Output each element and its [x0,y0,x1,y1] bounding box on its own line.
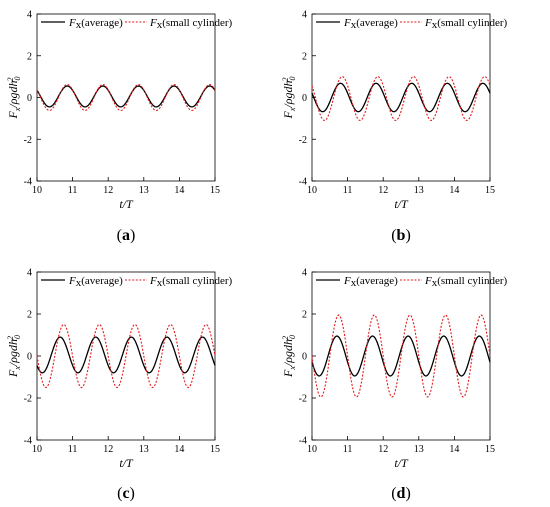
chart-panel-4: 10 11 12 13 14 15 -4 -2 0 2 4 t/T Fx/ρgdh02 Fx(averag… [281,268,508,503]
legend-label-average: Fx(average) [343,17,398,31]
x-tick-label: 15 [210,185,220,196]
x-tick-label: 13 [414,185,424,196]
y-axis-label: Fx/ρgdh02 [281,77,297,120]
x-axis-label: t/T [394,197,409,211]
plot-frame [311,13,491,182]
y-tick-label: -2 [299,394,307,405]
legend-label-average: Fx(average) [343,275,398,289]
legend-label-average: Fx(average) [68,17,123,31]
y-tick-label: -4 [299,177,307,188]
series-line-small-cylinder [36,84,216,111]
y-axis-label: Fx/ρgdh02 [6,335,22,378]
y-tick-label: 0 [302,93,307,104]
y-tick-label: 4 [302,10,307,21]
legend-label-small-cylinder: Fx(small cylinder) [424,275,508,289]
y-tick-label: -2 [24,394,32,405]
x-tick-label: 12 [103,444,113,455]
y-axis-label: Fx/ρgdh02 [6,77,22,120]
plot-frame [311,271,491,441]
x-tick-label: 15 [485,444,495,455]
y-tick-label: 2 [302,51,307,62]
y-tick-label: 4 [27,268,32,279]
chart-panel-1: 10 11 12 13 14 15 -4 -2 0 2 4 t/T Fx/ρgdh02 Fx(averag… [6,10,233,245]
x-tick-label: 10 [307,185,317,196]
chart-panel-3: 10 11 12 13 14 15 -4 -2 0 2 4 t/T Fx/ρgdh02 Fx(averag… [6,268,233,503]
chart-panel-2: 10 11 12 13 14 15 -4 -2 0 2 4 t/T Fx/ρgdh02 Fx(averag… [281,10,508,245]
x-tick-label: 14 [449,185,459,196]
series-line-average [311,82,491,113]
y-axis-label: Fx/ρgdh02 [281,335,297,378]
legend-label-small-cylinder: Fx(small cylinder) [149,17,233,31]
x-tick-label: 10 [32,185,42,196]
y-tick-label: 4 [302,268,307,279]
y-tick-label: 0 [302,352,307,363]
x-axis-label: t/T [119,456,134,470]
y-tick-label: 0 [27,352,32,363]
x-tick-label: 12 [378,185,388,196]
legend-label-average: Fx(average) [68,275,123,289]
y-tick-label: 2 [302,310,307,321]
panel-label: (d) [391,485,411,502]
x-tick-label: 11 [343,444,353,455]
y-tick-label: 2 [27,310,32,321]
y-tick-label: -4 [299,436,307,447]
plot-frame [36,13,216,182]
x-tick-label: 10 [307,444,317,455]
x-axis-label: t/T [119,197,134,211]
x-tick-label: 14 [449,444,459,455]
series-line-small-cylinder [311,76,491,122]
panel-label: (a) [117,227,136,244]
y-tick-label: 2 [27,51,32,62]
x-tick-label: 11 [68,444,78,455]
y-tick-label: -2 [24,135,32,146]
legend-label-small-cylinder: Fx(small cylinder) [424,17,508,31]
series-line-average [36,85,216,108]
y-tick-label: -2 [299,135,307,146]
x-tick-label: 13 [139,444,149,455]
panel-label: (c) [117,485,135,502]
series-line-average [36,336,216,374]
series-line-average [311,335,491,377]
x-tick-label: 14 [174,444,184,455]
x-tick-label: 11 [68,185,78,196]
series-line-small-cylinder [36,323,216,389]
x-tick-label: 13 [139,185,149,196]
x-tick-label: 11 [343,185,353,196]
x-tick-label: 12 [378,444,388,455]
plot-frame [36,271,216,441]
x-tick-label: 15 [210,444,220,455]
y-tick-label: 4 [27,10,32,21]
series-line-small-cylinder [311,314,491,398]
x-axis-label: t/T [394,456,409,470]
y-tick-label: -4 [24,177,32,188]
x-tick-label: 10 [32,444,42,455]
y-tick-label: -4 [24,436,32,447]
y-tick-label: 0 [27,93,32,104]
x-tick-label: 12 [103,185,113,196]
x-tick-label: 13 [414,444,424,455]
panel-label: (b) [391,227,411,244]
legend-label-small-cylinder: Fx(small cylinder) [149,275,233,289]
x-tick-label: 15 [485,185,495,196]
x-tick-label: 14 [174,185,184,196]
